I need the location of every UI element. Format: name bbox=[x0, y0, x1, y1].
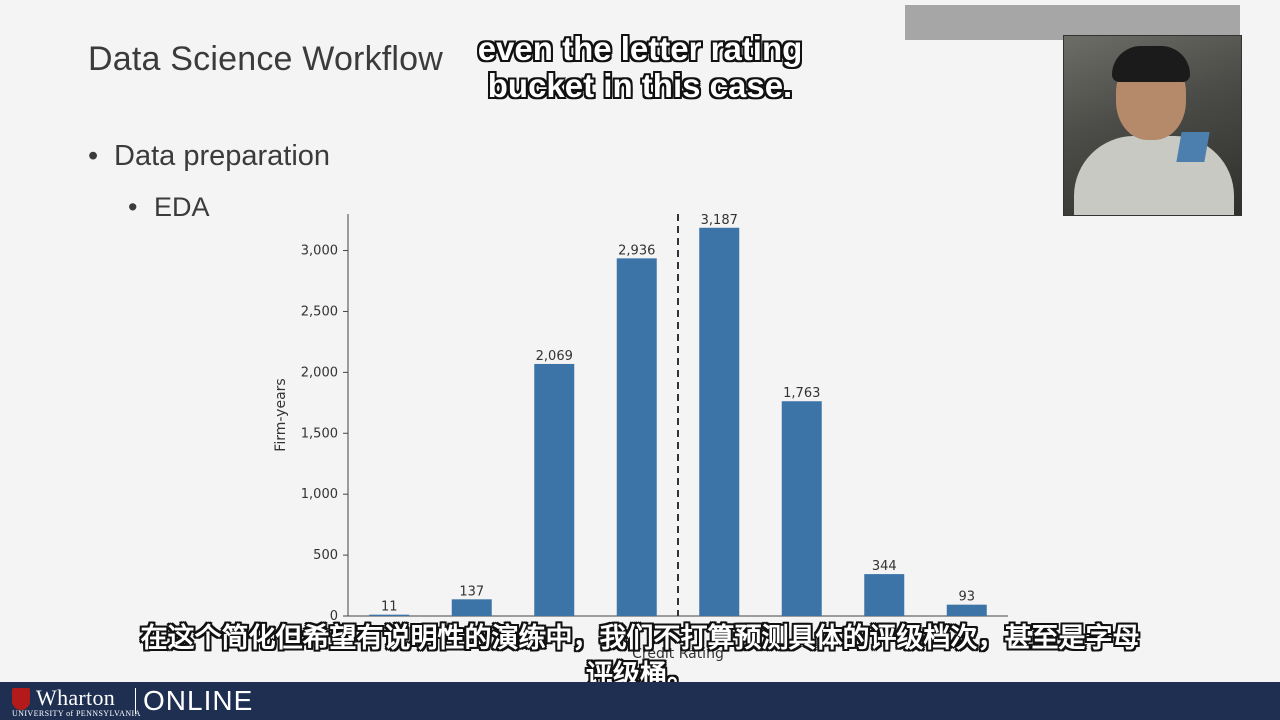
bar bbox=[864, 574, 905, 616]
presenter-video bbox=[1063, 35, 1242, 216]
y-tick-label: 2,000 bbox=[301, 365, 338, 380]
bar-data-label: 2,069 bbox=[536, 349, 573, 364]
bar bbox=[781, 401, 822, 616]
wharton-logo-text: Wharton bbox=[36, 685, 116, 710]
english-subtitle: even the letter rating bucket in this ca… bbox=[477, 30, 803, 104]
y-tick-label: 1,000 bbox=[301, 487, 338, 502]
bullet-text: EDA bbox=[154, 192, 210, 222]
bar bbox=[699, 227, 740, 617]
bullet-text: Data preparation bbox=[114, 140, 331, 172]
logo-divider bbox=[135, 688, 136, 714]
bar-data-label: 11 bbox=[381, 600, 398, 615]
bar-data-label: 3,187 bbox=[701, 213, 738, 228]
bar-data-label: 344 bbox=[872, 559, 897, 574]
y-tick-label: 2,500 bbox=[301, 304, 338, 319]
bar bbox=[369, 614, 410, 616]
y-tick-label: 1,500 bbox=[301, 426, 338, 441]
penn-shield-icon bbox=[12, 688, 30, 710]
bullet-eda: • EDA bbox=[128, 192, 210, 223]
presenter-shirt bbox=[1074, 136, 1234, 215]
bar-data-label: 93 bbox=[958, 590, 975, 605]
bar-data-label: 2,936 bbox=[618, 243, 655, 258]
y-tick-label: 500 bbox=[313, 548, 338, 563]
bar bbox=[451, 599, 492, 616]
bullet-data-preparation: • Data preparation bbox=[88, 140, 330, 173]
presenter-hair bbox=[1112, 46, 1190, 82]
video-overlay-band bbox=[905, 5, 1240, 40]
bullet-marker: • bbox=[128, 192, 138, 222]
presenter-collar bbox=[1176, 132, 1210, 162]
bar bbox=[616, 258, 657, 616]
bar-data-label: 1,763 bbox=[783, 386, 820, 401]
x-axis-title: Credit Rating bbox=[632, 646, 724, 662]
chinese-subtitle: 在这个简化但希望有说明性的演练中，我们不打算预测具体的评级档次，甚至是字母评级桶… bbox=[140, 623, 1140, 690]
slide-title: Data Science Workflow bbox=[88, 40, 444, 78]
footer-bar: Wharton UNIVERSITY of PENNSYLVANIA ONLIN… bbox=[0, 682, 1280, 720]
y-tick-label: 3,000 bbox=[301, 244, 338, 259]
university-subtext: UNIVERSITY of PENNSYLVANIA bbox=[12, 709, 141, 718]
bar bbox=[534, 363, 575, 616]
y-axis-title: Firm-years bbox=[273, 378, 289, 451]
bullet-marker: • bbox=[88, 140, 99, 172]
bar bbox=[946, 604, 987, 616]
online-logo-text: ONLINE bbox=[143, 685, 254, 716]
bar-data-label: 137 bbox=[459, 584, 484, 599]
y-tick-label: 0 bbox=[330, 609, 338, 624]
